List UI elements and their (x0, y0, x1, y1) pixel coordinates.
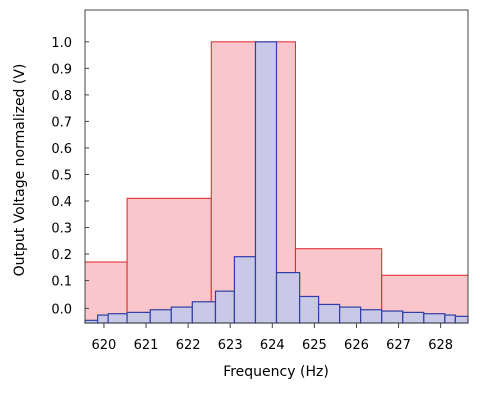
narrow-bin-6 (191, 301, 217, 324)
y-tick-label-0: 0.0 (51, 302, 72, 317)
narrow-bin-2 (107, 313, 128, 324)
x-tick-label-2: 622 (176, 338, 201, 353)
narrow-bin-10 (275, 272, 301, 324)
y-tick-label-2: 0.2 (51, 248, 72, 263)
narrow-bin-9 (254, 41, 278, 324)
y-tick-label-10: 1.0 (51, 36, 72, 51)
x-tick-label-4: 624 (260, 338, 285, 353)
y-axis-title: Output Voltage normalized (V) (12, 64, 28, 277)
x-tick-label-6: 626 (344, 338, 369, 353)
narrow-bin-3 (126, 311, 151, 324)
wide-bin-0 (84, 261, 128, 324)
x-tick-label-8: 628 (428, 338, 453, 353)
y-tick-label-4: 0.4 (51, 195, 72, 210)
y-tick-label-6: 0.6 (51, 142, 72, 157)
narrow-bin-11 (299, 295, 320, 324)
x-axis-ticks: 620 621 622 623 624 625 626 627 628 (92, 323, 453, 353)
y-tick-label-5: 0.5 (51, 168, 72, 183)
narrow-bin-17 (423, 313, 446, 324)
y-tick-label-1: 0.1 (51, 275, 72, 290)
narrow-bin-16 (402, 311, 425, 324)
y-tick-label-7: 0.7 (51, 115, 72, 130)
narrow-bin-14 (360, 309, 383, 324)
narrow-bin-1 (97, 314, 109, 324)
narrow-bin-19 (454, 315, 469, 324)
narrow-bins-layer (84, 41, 469, 324)
x-tick-label-0: 620 (92, 338, 117, 353)
x-tick-label-3: 623 (218, 338, 243, 353)
x-tick-label-5: 625 (302, 338, 327, 353)
plot-frame (84, 9, 469, 324)
y-tick-label-3: 0.3 (51, 222, 72, 237)
narrow-bin-5 (170, 306, 193, 324)
y-tick-label-8: 0.8 (51, 89, 72, 104)
x-tick-label-1: 621 (134, 338, 159, 353)
x-axis-title: Frequency (Hz) (223, 364, 329, 380)
y-tick-label-9: 0.9 (51, 62, 72, 77)
x-tick-label-7: 627 (386, 338, 411, 353)
narrow-bin-7 (214, 290, 236, 324)
y-axis-ticks: 0.0 0.1 0.2 0.3 0.4 0.5 0.6 0.7 0.8 0.9 1.0 (51, 36, 89, 317)
narrow-bin-12 (317, 303, 341, 324)
narrow-bin-8 (233, 256, 257, 324)
narrow-bin-4 (149, 309, 172, 324)
narrow-bin-18 (444, 314, 456, 324)
narrow-bin-13 (339, 306, 362, 324)
narrow-bin-15 (381, 310, 404, 324)
